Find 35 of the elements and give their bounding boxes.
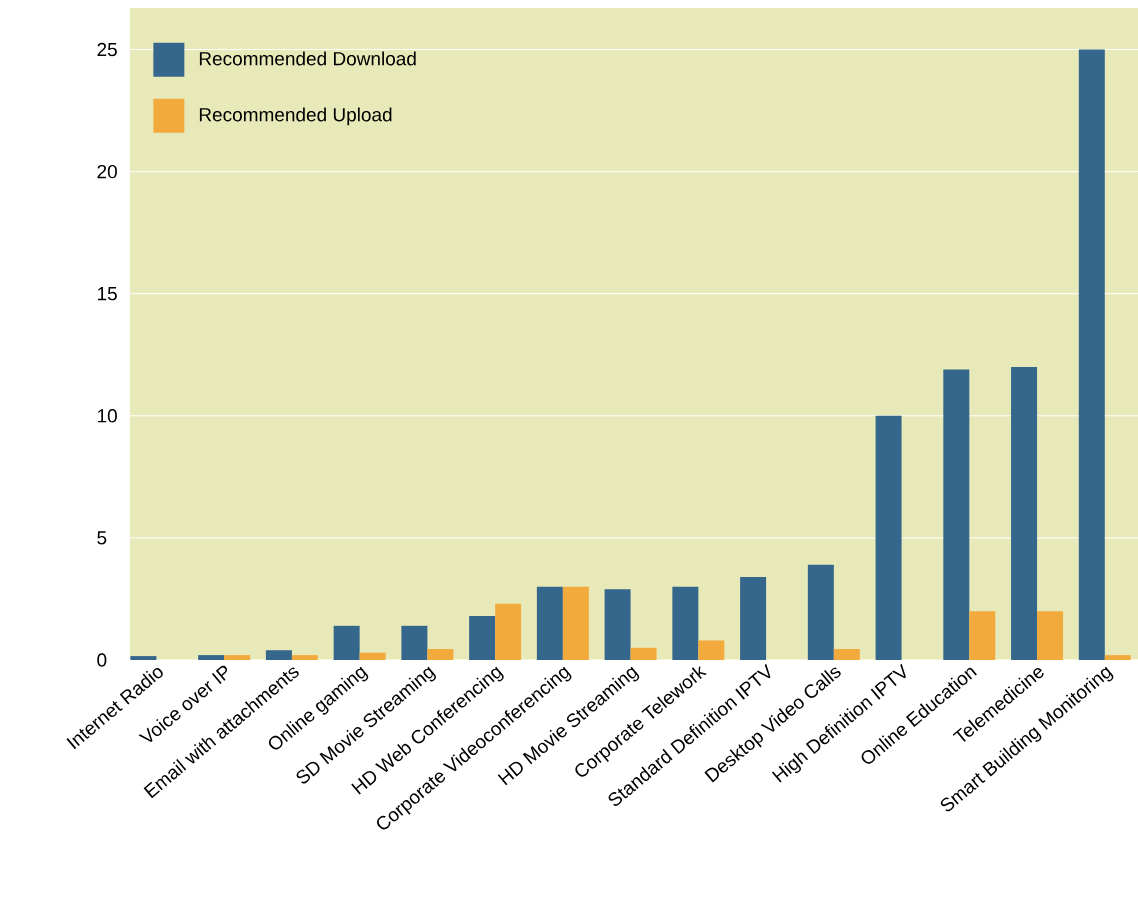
bar: [807, 564, 834, 660]
bar: [536, 586, 563, 660]
bar: [359, 652, 386, 660]
legend-label: Recommended Download: [199, 51, 416, 66]
y-tick-label: 5: [97, 531, 107, 545]
legend-label: Recommended Upload: [199, 107, 392, 126]
bar: [672, 586, 699, 660]
bar: [604, 589, 631, 660]
bar: [291, 655, 318, 660]
bar: [130, 656, 157, 660]
bar: [333, 625, 360, 660]
bar: [401, 625, 428, 660]
bar: [562, 586, 589, 660]
bar: [198, 655, 225, 660]
bar: [1011, 366, 1038, 660]
bar: [1037, 611, 1064, 660]
y-tick-label: 20: [97, 164, 117, 179]
y-tick-label: 15: [97, 287, 117, 301]
bar: [943, 369, 970, 660]
bar: [427, 649, 454, 660]
y-tick-label: 0: [97, 653, 107, 667]
bar: [833, 649, 860, 660]
bar: [495, 603, 522, 660]
bar: [1104, 655, 1131, 660]
bar: [875, 415, 902, 660]
y-tick-label: 25: [97, 42, 117, 57]
bar: [224, 655, 251, 660]
bar: [1078, 49, 1105, 660]
y-tick-label: 10: [97, 409, 117, 423]
bar: [969, 611, 996, 660]
bar: [698, 640, 725, 660]
bar: [469, 616, 496, 660]
bar: [630, 647, 657, 660]
bar: [265, 650, 292, 660]
bar: [740, 576, 767, 660]
